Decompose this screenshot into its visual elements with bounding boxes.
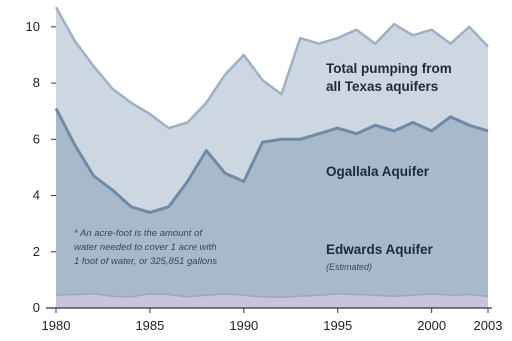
- label-total-line2: all Texas aquifers: [326, 79, 438, 94]
- note-line-3: 1 foot of water, or 325,851 gallons: [74, 256, 217, 267]
- y-tick-label: 4: [33, 188, 40, 203]
- label-edwards-subtitle: (Estimated): [326, 262, 372, 272]
- note-line-2: water needed to cover 1 acre with: [74, 242, 217, 253]
- y-tick-label: 6: [33, 131, 40, 146]
- x-tick-label: 2000: [417, 318, 446, 333]
- label-total-line1: Total pumping from: [326, 61, 452, 76]
- y-tick-label: 2: [33, 244, 40, 259]
- note-line-1: * An acre-foot is the amount of: [74, 228, 203, 239]
- x-tick-label: 1990: [229, 318, 258, 333]
- label-ogallala: Ogallala Aquifer: [326, 164, 430, 179]
- x-tick-label: 1980: [42, 318, 71, 333]
- x-tick-label: 1995: [323, 318, 352, 333]
- y-tick-label: 10: [26, 19, 40, 34]
- label-edwards: Edwards Aquifer: [326, 242, 434, 257]
- y-tick-label: 0: [33, 300, 40, 315]
- y-tick-label: 8: [33, 75, 40, 90]
- x-tick-label: 1985: [135, 318, 164, 333]
- x-tick-label: 2003: [474, 318, 503, 333]
